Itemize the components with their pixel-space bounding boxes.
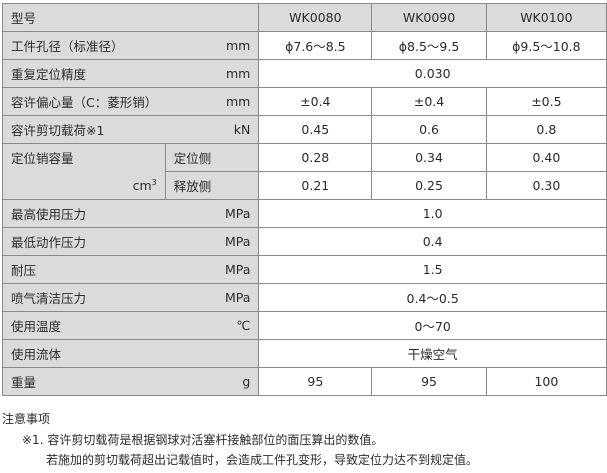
cell-value: 干燥空气 xyxy=(258,339,607,368)
cell-value: 95 xyxy=(371,367,487,396)
table-row: 使用流体 干燥空气 xyxy=(2,339,607,368)
row-label: 最高使用压力 xyxy=(2,199,166,228)
row-label: 定位销容量 xyxy=(2,143,166,172)
row-unit: mm xyxy=(165,87,260,116)
model-wk0080: WK0080 xyxy=(258,3,373,32)
row-label: 工件孔径（标准径） xyxy=(2,31,166,60)
row-label: 使用温度 xyxy=(2,311,166,340)
row-label: 最低动作压力 xyxy=(2,227,166,256)
table-row: 耐压 MPa 1.5 xyxy=(2,255,607,284)
cell-value: ϕ7.6～8.5 xyxy=(258,31,373,60)
notes-title: 注意事项 xyxy=(2,412,51,426)
cell-value: 0.30 xyxy=(485,171,607,200)
table-row: 容许偏心量（C：菱形销） mm ±0.4 ±0.4 ±0.5 xyxy=(2,87,607,116)
cell-value: 0.21 xyxy=(258,171,373,200)
cell-value: 0.6 xyxy=(371,115,487,144)
cell-value: 95 xyxy=(258,367,373,396)
table-row: 最高使用压力 MPa 1.0 xyxy=(2,199,607,228)
row-unit: cm3 xyxy=(2,171,166,200)
table-row: cm3 释放侧 0.21 0.25 0.30 xyxy=(2,171,607,200)
table-row: 最低动作压力 MPa 0.4 xyxy=(2,227,607,256)
cell-value: 0.4～0.5 xyxy=(258,283,607,312)
row-label: 耐压 xyxy=(2,255,166,284)
row-unit: mm xyxy=(165,59,260,88)
spec-table: 型号 WK0080 WK0090 WK0100 工件孔径（标准径） mm ϕ7.… xyxy=(1,3,607,396)
cell-value: ±0.4 xyxy=(258,87,373,116)
sub-label-locate: 定位侧 xyxy=(164,143,260,172)
row-label: 容许剪切载荷※1 xyxy=(2,115,166,144)
model-label: 型号 xyxy=(1,3,260,32)
cell-value: 0.4 xyxy=(258,227,607,256)
row-unit: kN xyxy=(165,115,260,144)
cell-value: 0.40 xyxy=(485,143,607,172)
note-line-1: ※1. 容许剪切载荷是根据钢球对活塞杆接触部位的面压算出的数值。 xyxy=(22,432,384,447)
note-line-2: 若施加的剪切载荷超出记载值时，会造成工件孔变形，导致定位力达不到规定值。 xyxy=(46,453,479,467)
cell-value: ϕ8.5～9.5 xyxy=(371,31,487,60)
cell-value: 0.25 xyxy=(371,171,487,200)
cell-value: 0.28 xyxy=(258,143,373,172)
cell-value: 0.030 xyxy=(258,59,607,88)
cell-value: 0.34 xyxy=(371,143,487,172)
table-row: 使用温度 ℃ 0～70 xyxy=(2,311,607,340)
sub-label-release: 释放侧 xyxy=(164,171,260,200)
table-row: 重量 g 95 95 100 xyxy=(2,367,607,396)
cell-value: 0.45 xyxy=(258,115,373,144)
cell-value: 100 xyxy=(485,367,607,396)
cell-value: 1.0 xyxy=(258,199,607,228)
table-row: 喷气清洁压力 MPa 0.4～0.5 xyxy=(2,283,607,312)
table-row: 定位销容量 定位侧 0.28 0.34 0.40 xyxy=(2,143,607,172)
row-unit: ℃ xyxy=(165,311,260,340)
cell-value: ±0.4 xyxy=(371,87,487,116)
table-row: 重复定位精度 mm 0.030 xyxy=(2,59,607,88)
cell-value: 1.5 xyxy=(258,255,607,284)
row-unit: MPa xyxy=(165,199,260,228)
row-label: 使用流体 xyxy=(2,339,166,368)
model-wk0100: WK0100 xyxy=(485,3,607,32)
unit-cm: cm xyxy=(132,177,152,193)
cell-value: 0～70 xyxy=(258,311,607,340)
row-label: 喷气清洁压力 xyxy=(2,283,166,312)
row-label: 重量 xyxy=(2,367,166,396)
header-row: 型号 WK0080 WK0090 WK0100 xyxy=(1,3,607,32)
row-label: 容许偏心量（C：菱形销） xyxy=(2,87,166,116)
cell-value: ϕ9.5～10.8 xyxy=(485,31,607,60)
cell-value: ±0.5 xyxy=(485,87,607,116)
row-unit: g xyxy=(165,367,260,396)
notes: 注意事项 ※1. 容许剪切载荷是根据钢球对活塞杆接触部位的面压算出的数值。 若施… xyxy=(2,409,478,471)
cell-value: 0.8 xyxy=(485,115,607,144)
row-unit: mm xyxy=(165,31,260,60)
table-row: 容许剪切载荷※1 kN 0.45 0.6 0.8 xyxy=(2,115,607,144)
table-row: 工件孔径（标准径） mm ϕ7.6～8.5 ϕ8.5～9.5 ϕ9.5～10.8 xyxy=(2,31,607,60)
row-unit: MPa xyxy=(165,227,260,256)
row-unit: MPa xyxy=(165,283,260,312)
row-label: 重复定位精度 xyxy=(2,59,166,88)
unit-exponent: 3 xyxy=(151,177,157,187)
row-unit xyxy=(165,339,260,368)
model-wk0090: WK0090 xyxy=(371,3,487,32)
row-unit: MPa xyxy=(165,255,260,284)
